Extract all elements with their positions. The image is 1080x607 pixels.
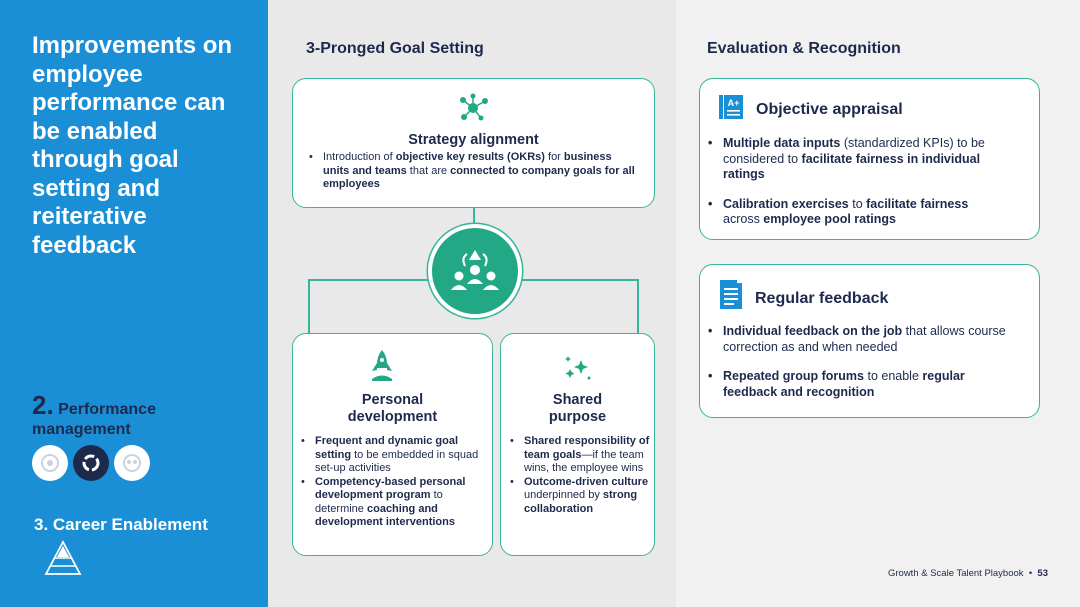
bold-text: Calibration exercises bbox=[723, 196, 849, 211]
text: to determine bbox=[315, 489, 443, 515]
bold-text: Individual feedback on the job bbox=[723, 324, 903, 338]
text: that allows course correction as and whe… bbox=[723, 324, 1006, 354]
text: —if the team wins, the employee wins bbox=[524, 448, 644, 475]
shared-heading: Shared purpose bbox=[501, 392, 654, 426]
shared-purpose-card: Shared purpose Shared responsibility of … bbox=[500, 333, 655, 556]
bold-text: business units and teams bbox=[323, 151, 612, 177]
gear-people-icon bbox=[32, 445, 68, 481]
bold-text: regular feedback and recognition bbox=[723, 369, 965, 399]
text: (standardized KPIs) to be considered to bbox=[723, 136, 985, 166]
shared-heading-line1: Shared bbox=[552, 392, 603, 408]
bold-text: connected to company goals for all emplo… bbox=[323, 164, 635, 191]
text: Introduction of bbox=[323, 151, 396, 163]
appraisal-heading: Objective appraisal bbox=[756, 101, 903, 118]
list-item: Repeated group forums to enable regular … bbox=[708, 369, 1008, 400]
feedback-heading: Regular feedback bbox=[755, 290, 889, 307]
network-nodes-icon bbox=[457, 93, 491, 128]
connector-left-v bbox=[308, 279, 310, 334]
list-item: Frequent and dynamic goal setting to be … bbox=[301, 435, 484, 476]
section-number: 2. bbox=[32, 390, 54, 420]
list-item: Introduction of objective key results (O… bbox=[309, 151, 639, 192]
feedback-bullets: Individual feedback on the job that allo… bbox=[708, 324, 1008, 414]
personal-development-card: Personal development Frequent and dynami… bbox=[292, 333, 493, 556]
list-item: Shared responsibility of team goals—if t… bbox=[510, 435, 650, 476]
bold-text: strong collaboration bbox=[524, 489, 638, 515]
evaluation-title: Evaluation & Recognition bbox=[707, 40, 901, 57]
bold-text: facilitate fairness bbox=[866, 196, 969, 211]
text: for bbox=[544, 151, 564, 163]
personal-heading-line2: development bbox=[347, 409, 438, 425]
list-item: Outcome-driven culture underpinned by st… bbox=[510, 476, 650, 517]
bold-text: Shared responsibility of team goals bbox=[524, 435, 650, 461]
bold-text: Competency-based personal development pr… bbox=[315, 475, 466, 502]
sparkles-icon bbox=[563, 354, 593, 387]
rocket-icon bbox=[369, 348, 395, 389]
bold-text: Frequent and dynamic goal setting bbox=[315, 435, 459, 461]
text: to enable bbox=[864, 369, 923, 383]
bold-text: Outcome-driven culture bbox=[524, 475, 649, 488]
connector-top bbox=[473, 207, 475, 227]
connector-left-h bbox=[308, 279, 430, 281]
bold-text: employee pool ratings bbox=[763, 212, 896, 226]
page-title: Improvements on employee performance can… bbox=[32, 32, 233, 259]
newspaper-icon bbox=[719, 280, 743, 315]
text: across bbox=[723, 212, 764, 226]
personal-heading-line1: Personal bbox=[361, 392, 424, 408]
section-label-line2: management bbox=[32, 421, 131, 438]
section-label-line1: Performance bbox=[58, 401, 156, 418]
strategy-heading: Strategy alignment bbox=[408, 132, 539, 148]
current-section: 2. Performance management bbox=[32, 390, 156, 439]
goal-setting-title: 3-Pronged Goal Setting bbox=[306, 40, 484, 57]
footer: Growth & Scale Talent Playbook • 53 bbox=[888, 568, 1048, 579]
list-item: Individual feedback on the job that allo… bbox=[708, 324, 1008, 355]
text: to bbox=[848, 196, 867, 211]
text: underpinned by bbox=[524, 489, 603, 501]
footer-text: Growth & Scale Talent Playbook bbox=[887, 568, 1024, 579]
bold-text: coaching and development interventions bbox=[315, 502, 455, 529]
personal-heading: Personal development bbox=[293, 392, 492, 426]
team-group-icon bbox=[428, 224, 522, 318]
appraisal-card: A+ Objective appraisal Multiple data inp… bbox=[699, 78, 1040, 240]
pyramid-icon bbox=[44, 540, 82, 581]
grade-icon-text: A+ bbox=[728, 98, 740, 108]
strategy-card: Strategy alignment Introduction of objec… bbox=[292, 78, 655, 208]
personal-bullets: Frequent and dynamic goal setting to be … bbox=[301, 435, 484, 530]
text: to be embedded in squad set-up activitie… bbox=[315, 448, 479, 475]
list-item: Calibration exercises to facilitate fair… bbox=[708, 197, 1008, 228]
bold-text: objective key results (OKRs) bbox=[395, 151, 545, 163]
next-section: 3. Career Enablement bbox=[34, 515, 208, 534]
text: that are bbox=[406, 164, 451, 177]
sidebar: Improvements on employee performance can… bbox=[0, 0, 268, 607]
bold-text: Multiple data inputs bbox=[723, 136, 841, 150]
grade-document-icon: A+ bbox=[718, 93, 744, 126]
bold-text: Repeated group forums bbox=[723, 369, 864, 383]
shared-bullets: Shared responsibility of team goals—if t… bbox=[510, 435, 650, 516]
list-item: Multiple data inputs (standardized KPIs)… bbox=[708, 136, 1008, 183]
connector-right-v bbox=[637, 279, 639, 334]
list-item: Competency-based personal development pr… bbox=[301, 476, 484, 530]
connector-right-h bbox=[520, 279, 638, 281]
strategy-bullets: Introduction of objective key results (O… bbox=[309, 151, 639, 192]
bold-text: facilitate fairness in individual rating… bbox=[723, 151, 981, 182]
section-progress bbox=[32, 445, 150, 481]
cycle-icon bbox=[73, 445, 109, 481]
appraisal-bullets: Multiple data inputs (standardized KPIs)… bbox=[708, 136, 1008, 242]
shared-heading-line2: purpose bbox=[548, 409, 607, 425]
feedback-card: Regular feedback Individual feedback on … bbox=[699, 264, 1040, 418]
page-number: 53 bbox=[1037, 568, 1048, 579]
team-cycle-icon bbox=[114, 445, 150, 481]
footer-separator: • bbox=[1028, 568, 1033, 579]
